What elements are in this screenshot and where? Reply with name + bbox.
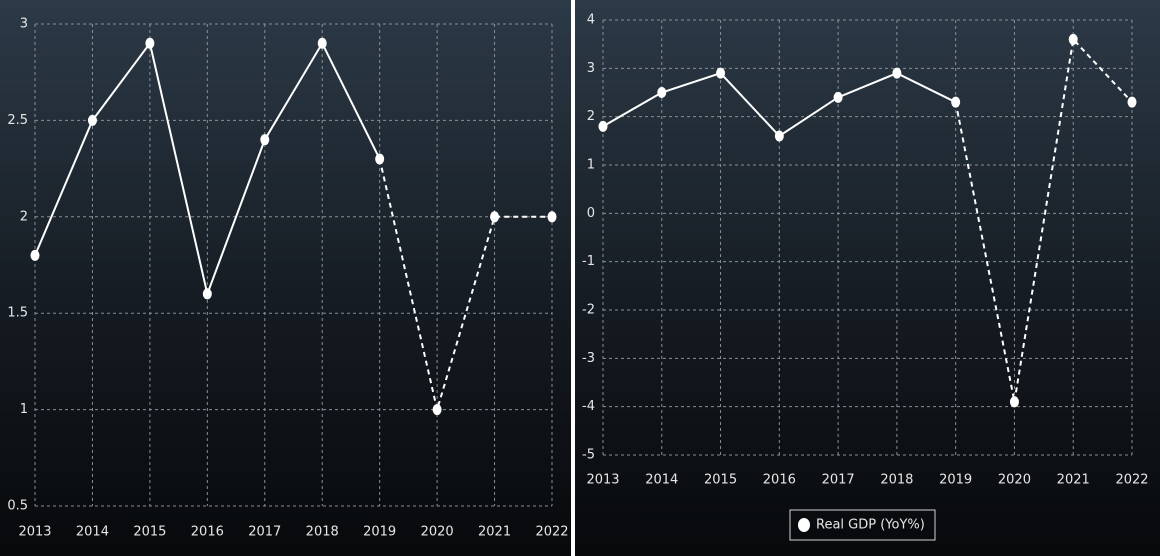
- y-tick-label: 3: [587, 61, 595, 76]
- y-tick-label: 1: [20, 402, 28, 417]
- x-tick-label: 2018: [880, 473, 913, 488]
- legend-box: [789, 509, 936, 541]
- dashed-line: [954, 37, 1133, 403]
- point: [547, 211, 557, 223]
- x-tick-label: 2021: [478, 525, 511, 540]
- point: [1127, 96, 1137, 108]
- x-tick-label: 2020: [998, 473, 1031, 488]
- point: [317, 37, 327, 49]
- y-tick-label: 2.5: [7, 113, 28, 128]
- point: [202, 288, 212, 300]
- x-tick-label: 2017: [248, 525, 281, 540]
- point: [145, 37, 155, 49]
- x-tick-label: 2015: [704, 473, 737, 488]
- legend-label: Real GDP (YoY%): [816, 518, 925, 533]
- legend-marker: [798, 518, 810, 532]
- x-tick-label: 2014: [645, 473, 678, 488]
- y-tick-label: 0: [587, 206, 595, 221]
- point: [716, 67, 726, 79]
- x-tick-label: 2019: [363, 525, 396, 540]
- point: [1068, 33, 1078, 45]
- x-tick-label: 2016: [763, 473, 796, 488]
- y-tick-label: 1: [587, 158, 595, 173]
- point: [833, 91, 843, 103]
- x-tick-label: 2018: [306, 525, 339, 540]
- y-tick-label: 1.5: [7, 306, 28, 321]
- x-tick-label: 2022: [1115, 473, 1148, 488]
- y-tick-label: -5: [582, 448, 595, 463]
- y-tick-label: -1: [582, 254, 595, 269]
- x-tick-label: 2013: [18, 525, 51, 540]
- point: [774, 130, 784, 142]
- x-tick-label: 2022: [535, 525, 568, 540]
- y-tick-label: -3: [582, 351, 595, 366]
- y-tick-label: -2: [582, 303, 595, 318]
- point: [657, 87, 667, 98]
- point: [260, 134, 270, 146]
- dashed-line: [378, 158, 552, 414]
- y-tick-label: 0.5: [7, 499, 28, 514]
- chart: 0.5 1 1.5 2 2.5 3 2013 2014 2015 2016 2017 2018 2019…: [0, 0, 571, 556]
- background: [0, 0, 571, 556]
- point: [892, 67, 902, 79]
- x-tick-label: 2021: [1057, 473, 1090, 488]
- x-tick-label: 2015: [133, 525, 166, 540]
- x-tick-label: 2017: [822, 473, 855, 488]
- y-tick-label: 2: [587, 109, 595, 124]
- y-tick-label: 3: [20, 17, 28, 32]
- x-tick-label: 2014: [76, 525, 109, 540]
- point: [951, 96, 961, 108]
- point: [598, 120, 608, 132]
- x-tick-label: 2016: [191, 525, 224, 540]
- point: [490, 211, 500, 223]
- y-tick-label: 4: [587, 13, 595, 28]
- point: [30, 249, 40, 261]
- y-tick-label: 2: [20, 209, 28, 224]
- x-tick-label: 2020: [421, 525, 454, 540]
- background: [575, 0, 1160, 556]
- y-tick-label: -4: [582, 399, 595, 414]
- point: [375, 153, 385, 165]
- chart: -5 -4 -3 -2 -1 0 1 2 3 4 2013 2014 2015 2016 2017 2018 2…: [575, 0, 1160, 556]
- point: [432, 404, 442, 416]
- x-tick-label: 2013: [586, 473, 619, 488]
- point: [87, 114, 97, 126]
- x-tick-label: 2019: [939, 473, 972, 488]
- point: [1009, 396, 1019, 408]
